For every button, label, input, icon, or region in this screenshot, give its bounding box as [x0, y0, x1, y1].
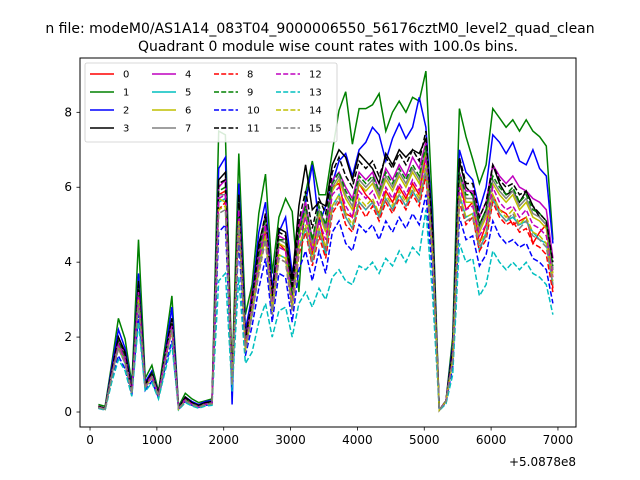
x-tick-label: 2000	[208, 433, 239, 447]
legend-label-12: 12	[309, 70, 322, 81]
axes-frame	[79, 57, 577, 428]
series-line-15	[98, 168, 554, 413]
x-tick-label: 0	[86, 433, 94, 447]
legend-label-7: 7	[185, 124, 191, 135]
y-tick-label: 0	[64, 405, 72, 419]
legend-label-13: 13	[309, 88, 322, 99]
y-tick-label: 8	[64, 105, 72, 119]
legend-label-4: 4	[185, 70, 191, 81]
series-line-9	[98, 145, 554, 413]
legend-label-5: 5	[185, 88, 191, 99]
y-tick-label: 4	[64, 255, 72, 269]
x-tick-label: 5000	[409, 433, 440, 447]
x-tick-label: 1000	[142, 433, 173, 447]
legend-label-10: 10	[247, 106, 260, 117]
series-line-7	[98, 145, 554, 413]
series-line-14	[98, 164, 554, 413]
series-layer	[98, 70, 554, 413]
legend-label-14: 14	[309, 106, 322, 117]
legend-label-9: 9	[247, 88, 253, 99]
x-tick-label: 3000	[275, 433, 306, 447]
x-axis-ticks: 0 1000 2000 3000 4000 5000 6000 7000	[86, 427, 573, 447]
y-tick-label: 2	[64, 330, 72, 344]
y-axis-ticks: 0 2 4 6 8	[64, 105, 80, 419]
legend-label-2: 2	[123, 106, 129, 117]
legend-label-15: 15	[309, 124, 322, 135]
x-tick-label: 4000	[342, 433, 373, 447]
legend-label-3: 3	[123, 124, 129, 135]
legend-label-11: 11	[247, 124, 260, 135]
legend-frame	[84, 62, 338, 143]
legend-label-6: 6	[185, 106, 191, 117]
series-line-4	[98, 142, 554, 413]
series-line-13	[98, 209, 554, 413]
series-line-8	[98, 175, 554, 413]
x-axis-offset-label: +5.0878e8	[509, 455, 576, 469]
legend-label-0: 0	[123, 70, 129, 81]
series-line-10	[98, 194, 554, 412]
x-tick-label: 6000	[476, 433, 507, 447]
legend-label-1: 1	[123, 88, 129, 99]
series-line-3	[98, 138, 554, 413]
series-line-6	[98, 149, 554, 413]
x-tick-label: 7000	[543, 433, 574, 447]
figure-suptitle: n file: modeM0/AS1A14_083T04_9000006550_…	[45, 21, 594, 37]
legend-label-8: 8	[247, 70, 253, 81]
y-tick-label: 6	[64, 180, 72, 194]
chart-title: Quadrant 0 module wise count rates with …	[138, 39, 518, 55]
plot-area	[79, 57, 577, 428]
